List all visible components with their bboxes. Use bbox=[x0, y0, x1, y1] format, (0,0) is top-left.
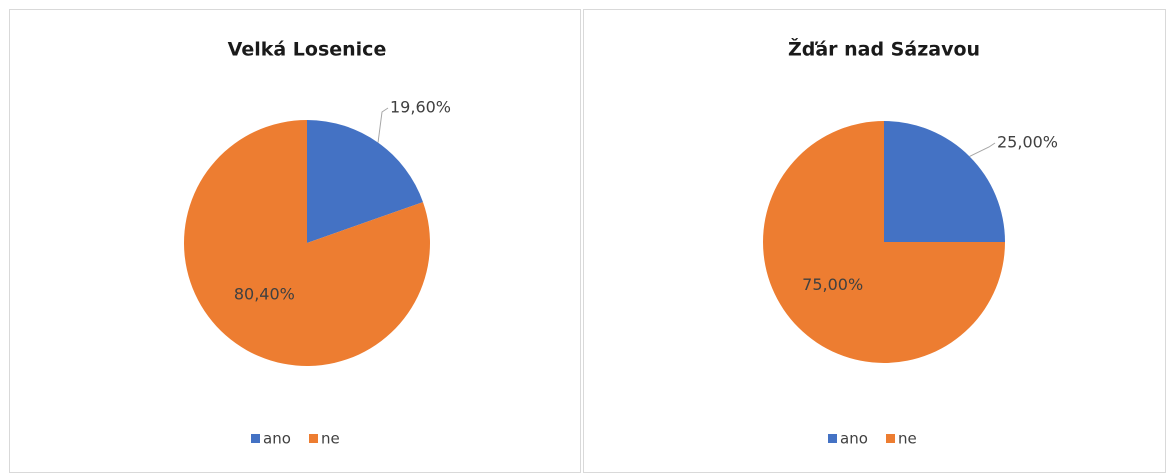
data-label: 75,00% bbox=[802, 275, 863, 294]
legend-swatch bbox=[309, 434, 318, 443]
chart-title: Žďár nad Sázavou bbox=[788, 38, 980, 61]
legend-swatch bbox=[828, 434, 837, 443]
data-label: 25,00% bbox=[997, 133, 1058, 152]
pie-slice bbox=[307, 120, 423, 243]
chart-title: Velká Losenice bbox=[228, 39, 387, 61]
pie-slice bbox=[183, 120, 430, 366]
legend-label: ano bbox=[840, 430, 868, 448]
legend-swatch bbox=[251, 434, 260, 443]
legend-label: ne bbox=[898, 430, 917, 448]
legend-label: ano bbox=[263, 430, 291, 448]
leader-line bbox=[969, 142, 996, 157]
legend-swatch bbox=[886, 434, 895, 443]
leader-line bbox=[377, 107, 389, 143]
pie-slice bbox=[763, 121, 1005, 363]
pie-slice bbox=[884, 121, 1005, 242]
data-label: 80,40% bbox=[234, 285, 295, 304]
data-label: 19,60% bbox=[390, 98, 451, 117]
legend-label: ne bbox=[321, 430, 340, 448]
